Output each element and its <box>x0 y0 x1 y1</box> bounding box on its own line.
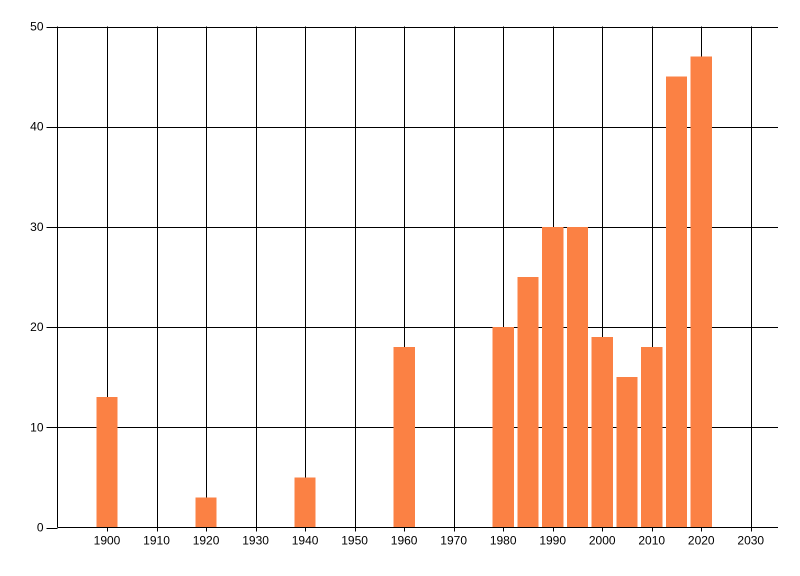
y-tick-label: 20 <box>30 320 44 334</box>
x-tick-label: 1910 <box>143 534 170 548</box>
y-tick-label: 40 <box>30 120 44 134</box>
x-tick-label: 2010 <box>638 534 665 548</box>
bar-1980 <box>492 327 514 528</box>
x-tick-label: 1950 <box>341 534 368 548</box>
bar-1990 <box>542 226 564 528</box>
bar-2020 <box>690 56 712 528</box>
bar-1995 <box>566 226 589 528</box>
bar-2005 <box>616 377 638 528</box>
y-tick-label: 30 <box>30 220 44 234</box>
bar-1900 <box>96 397 118 528</box>
x-tick-label: 2030 <box>737 534 764 548</box>
bar-2015 <box>665 76 688 528</box>
bar-1940 <box>294 477 316 528</box>
bar-2000 <box>591 337 613 528</box>
bar-1960 <box>393 347 415 528</box>
x-tick-label: 1920 <box>193 534 220 548</box>
x-tick-label: 1960 <box>391 534 418 548</box>
y-tick-label: 50 <box>30 20 44 34</box>
bar-2010 <box>641 347 663 528</box>
y-tick-label: 0 <box>37 521 44 535</box>
y-tick-label: 10 <box>30 420 44 434</box>
x-tick-label: 1980 <box>490 534 517 548</box>
x-tick-label: 1940 <box>292 534 319 548</box>
x-tick-label: 1970 <box>440 534 467 548</box>
x-tick-label: 2020 <box>688 534 715 548</box>
x-tick-label: 2000 <box>589 534 616 548</box>
x-tick-label: 1900 <box>94 534 121 548</box>
x-tick-label: 1930 <box>242 534 269 548</box>
x-tick-label: 1990 <box>539 534 566 548</box>
bar-1985 <box>517 277 539 528</box>
bar-1920 <box>195 497 217 528</box>
